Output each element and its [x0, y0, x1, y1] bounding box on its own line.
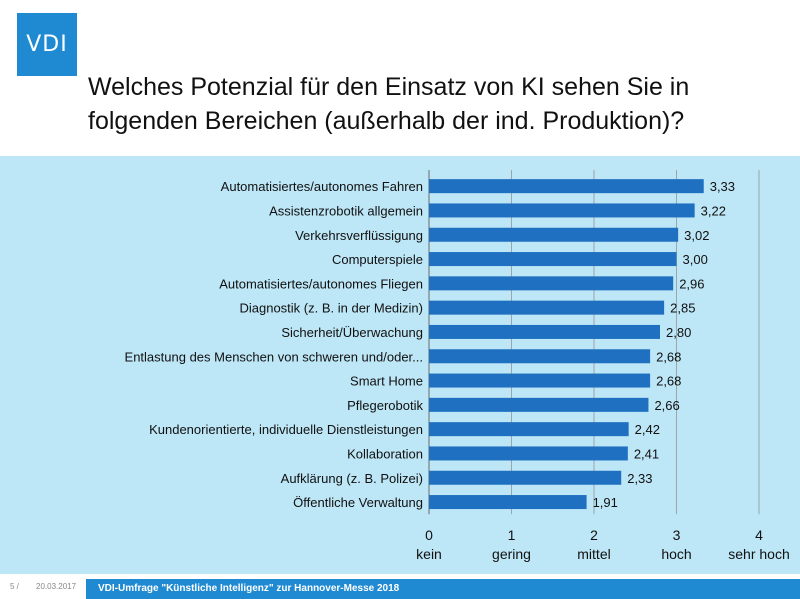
bar	[429, 397, 649, 412]
chart-panel: Automatisiertes/autonomes Fahren 3,33 Assi…	[0, 156, 800, 574]
category-label: Diagnostik (z. B. in der Medizin)	[239, 301, 423, 316]
category-label: Automatisiertes/autonomes Fliegen	[219, 276, 423, 291]
bar	[429, 276, 674, 291]
x-tick-label: 2	[590, 527, 598, 543]
category-label: Kollaboration	[347, 446, 423, 461]
x-tick-label: 0	[425, 527, 433, 543]
data-label: 2,66	[654, 398, 679, 413]
x-tick-sublabel: hoch	[661, 546, 691, 562]
data-label: 2,85	[670, 301, 695, 316]
bar	[429, 422, 629, 437]
data-label: 3,02	[684, 228, 709, 243]
data-label: 2,68	[656, 349, 681, 364]
data-label: 3,33	[710, 179, 735, 194]
category-label: Kundenorientierte, individuelle Dienstle…	[149, 422, 423, 437]
bar	[429, 495, 587, 510]
x-tick-sublabel: sehr hoch	[728, 546, 789, 562]
bar	[429, 203, 695, 218]
x-tick-label: 4	[755, 527, 763, 543]
vdi-logo: VDI	[17, 13, 77, 76]
page-title: Welches Potenzial für den Einsatz von KI…	[88, 73, 690, 135]
category-label: Aufklärung (z. B. Polizei)	[281, 471, 423, 486]
bar	[429, 324, 660, 339]
data-label: 2,68	[656, 374, 681, 389]
bar	[429, 179, 704, 194]
footer-date: 20.03.2017	[36, 582, 77, 591]
data-label: 2,80	[666, 325, 691, 340]
category-label: Sicherheit/Überwachung	[281, 325, 423, 340]
data-label: 2,41	[634, 446, 659, 461]
page-number: 5 /	[10, 582, 19, 591]
x-tick-label: 3	[673, 527, 681, 543]
data-label: 3,22	[701, 203, 726, 218]
footer: 5 / 20.03.2017 VDI-Umfrage "Künstliche I…	[0, 574, 800, 599]
bar	[429, 227, 679, 242]
category-label: Pflegerobotik	[347, 398, 423, 413]
bar	[429, 300, 665, 315]
category-label: Automatisiertes/autonomes Fahren	[221, 179, 423, 194]
data-label: 2,96	[679, 276, 704, 291]
category-label: Smart Home	[350, 374, 423, 389]
logo-text: VDI	[26, 32, 68, 57]
footer-banner: VDI-Umfrage "Künstliche Intelligenz" zur…	[86, 579, 800, 599]
data-label: 2,33	[627, 471, 652, 486]
x-tick-sublabel: mittel	[577, 546, 610, 562]
bar	[429, 470, 622, 485]
x-tick-sublabel: kein	[416, 546, 442, 562]
category-label: Assistenzrobotik allgemein	[269, 203, 423, 218]
data-label: 3,00	[683, 252, 708, 267]
bar-chart: Automatisiertes/autonomes Fahren 3,33 Assi…	[125, 170, 790, 562]
category-label: Verkehrsverflüssigung	[295, 228, 423, 243]
bar	[429, 252, 677, 267]
data-label: 2,42	[635, 422, 660, 437]
category-label: Entlastung des Menschen von schweren und…	[125, 349, 423, 364]
category-label: Öffentliche Verwaltung	[293, 495, 423, 510]
bar	[429, 349, 651, 364]
x-tick-sublabel: gering	[492, 546, 531, 562]
category-label: Computerspiele	[332, 252, 423, 267]
bar	[429, 373, 651, 388]
bar	[429, 446, 628, 461]
data-label: 1,91	[593, 495, 618, 510]
x-tick-label: 1	[508, 527, 516, 543]
